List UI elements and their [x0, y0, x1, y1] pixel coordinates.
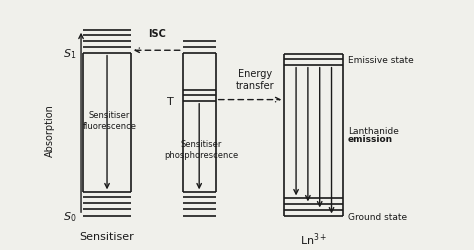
Text: ISC: ISC [148, 29, 165, 39]
Text: Ground state: Ground state [348, 212, 407, 221]
Text: Sensitiser
phosphorescence: Sensitiser phosphorescence [164, 140, 239, 159]
Text: Ln$^{3+}$: Ln$^{3+}$ [300, 231, 328, 248]
Text: Absorption: Absorption [46, 104, 55, 156]
Text: Emissive state: Emissive state [348, 56, 414, 65]
Text: Energy
transfer: Energy transfer [236, 69, 274, 90]
Text: emission: emission [348, 134, 393, 143]
Text: T: T [167, 96, 174, 106]
Text: $S_0$: $S_0$ [63, 210, 76, 223]
Text: Sensitiser: Sensitiser [80, 231, 135, 241]
Text: $S_1$: $S_1$ [63, 46, 76, 60]
Text: Lanthanide: Lanthanide [348, 127, 399, 136]
Text: Sensitiser
fluorescence: Sensitiser fluorescence [82, 111, 137, 130]
